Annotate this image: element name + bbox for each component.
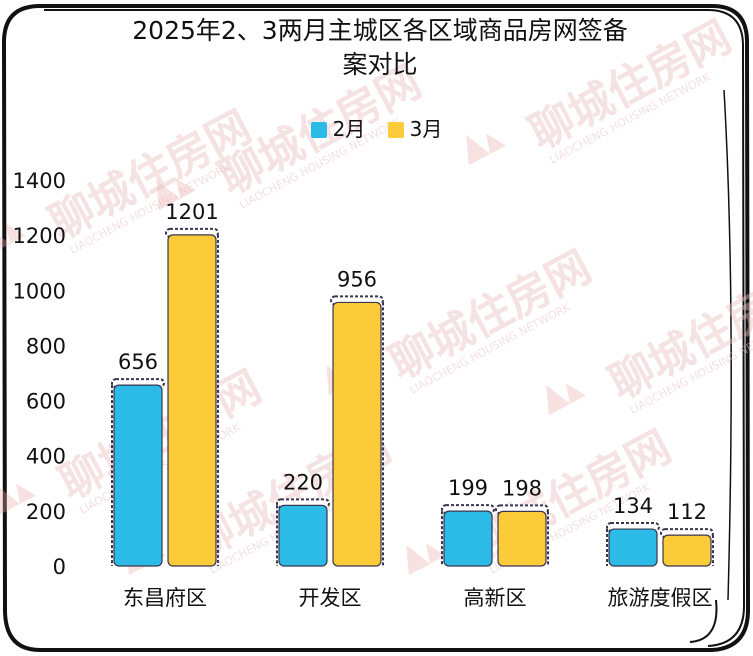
bar-body [113, 384, 163, 567]
x-axis: 东昌府区 开发区 高新区 旅游度假区 [123, 586, 713, 610]
bar-body [608, 528, 658, 567]
chart-legend: 2月 3月 [0, 113, 753, 142]
x-tick-label: 高新区 [464, 586, 527, 610]
watermark-logo [156, 178, 196, 211]
bar-mar-1: 956 [330, 267, 384, 567]
legend-swatch-mar [387, 122, 404, 138]
data-label: 199 [448, 476, 488, 500]
bar-feb-0: 656 [111, 350, 165, 567]
data-label: 656 [118, 350, 158, 374]
watermark-logo [546, 383, 586, 416]
bar-body [278, 504, 328, 567]
y-tick-label: 200 [26, 500, 66, 524]
chart-title: 2025年2、3两月主城区各区域商品房网签备 案对比 [132, 16, 628, 79]
data-label: 112 [667, 500, 707, 524]
bar-feb-3: 134 [606, 494, 660, 567]
x-tick-label: 旅游度假区 [608, 586, 713, 610]
bar-body [443, 510, 493, 567]
y-tick-label: 400 [26, 445, 66, 469]
y-tick-label: 0 [53, 555, 66, 579]
bar-body [167, 234, 217, 567]
y-axis: 1400 1200 1000 800 600 400 200 0 [13, 169, 66, 579]
bar-feb-1: 220 [276, 470, 330, 567]
bar-body [332, 301, 382, 567]
data-label: 134 [613, 494, 653, 518]
bar-mar-2: 198 [495, 476, 549, 567]
data-label: 198 [502, 476, 542, 500]
y-tick-label: 600 [26, 390, 66, 414]
y-tick-label: 800 [26, 334, 66, 358]
data-label: 220 [283, 470, 323, 494]
bar-body [662, 534, 712, 567]
bar-mar-3: 112 [660, 500, 714, 567]
watermark-logo [0, 223, 26, 256]
legend-swatch-feb [310, 122, 327, 138]
legend-item-mar: 3月 [387, 113, 443, 142]
bars: 656 1201 220 956 199 198 134 112 [111, 200, 714, 567]
y-tick-label: 1000 [13, 279, 66, 303]
legend-item-feb: 2月 [310, 113, 366, 142]
bar-body [497, 510, 547, 567]
data-label: 956 [337, 267, 377, 291]
watermark-logo [406, 543, 446, 576]
bar-mar-0: 1201 [165, 200, 219, 567]
bar-feb-2: 199 [441, 476, 495, 567]
watermark-logo [466, 133, 506, 166]
legend-label-feb: 2月 [332, 117, 366, 141]
y-tick-label: 1400 [13, 169, 66, 193]
y-tick-label: 1200 [13, 224, 66, 248]
watermark-logo [0, 483, 36, 516]
x-tick-label: 开发区 [299, 586, 362, 610]
x-tick-label: 东昌府区 [123, 586, 207, 610]
data-label: 1201 [165, 200, 218, 224]
legend-label-mar: 3月 [409, 117, 443, 141]
